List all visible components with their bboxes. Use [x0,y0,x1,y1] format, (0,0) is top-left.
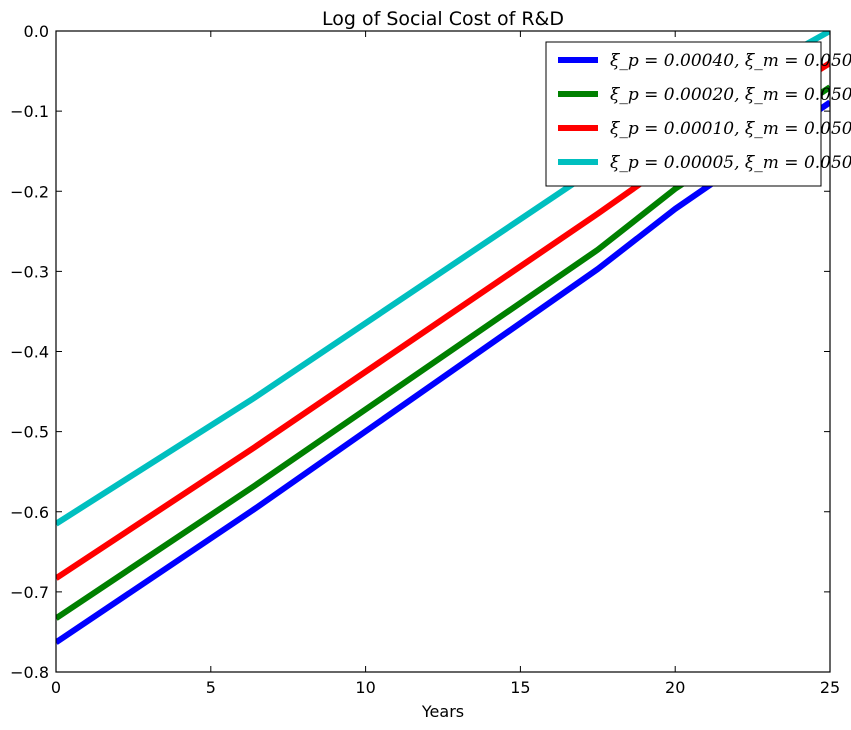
axes: 0 5 10 15 20 25 −0.8 −0.7 −0.6 −0.5 −0.4 −0.3 −0.2 −0… [10,22,840,697]
legend-label: ξ_p = 0.00005, ξ_m = 0.050 [610,153,851,173]
y-tick-label: −0.6 [10,503,49,522]
x-tick-label: 10 [355,678,375,697]
x-tick-label: 0 [51,678,61,697]
y-tick-label: −0.7 [10,583,49,602]
y-tick-label: −0.4 [10,343,49,362]
legend-label: ξ_p = 0.00020, ξ_m = 0.050 [610,85,851,105]
x-tick-label: 5 [206,678,216,697]
y-tick-label: −0.8 [10,663,49,682]
legend: ξ_p = 0.00040, ξ_m = 0.050 ξ_p = 0.00020,… [545,41,851,187]
y-tick-label: −0.2 [10,182,49,201]
chart-title: Log of Social Cost of R&D [322,8,564,30]
y-tick-label: 0.0 [24,22,49,41]
y-tick-label: −0.3 [10,262,49,281]
legend-label: ξ_p = 0.00040, ξ_m = 0.050 [610,51,851,71]
x-tick-label: 25 [820,678,840,697]
x-axis-label: Years [421,702,464,721]
legend-label: ξ_p = 0.00010, ξ_m = 0.050 [610,119,851,139]
y-tick-label: −0.1 [10,102,49,121]
x-tick-label: 15 [510,678,530,697]
x-tick-label: 20 [665,678,685,697]
y-tick-label: −0.5 [10,423,49,442]
